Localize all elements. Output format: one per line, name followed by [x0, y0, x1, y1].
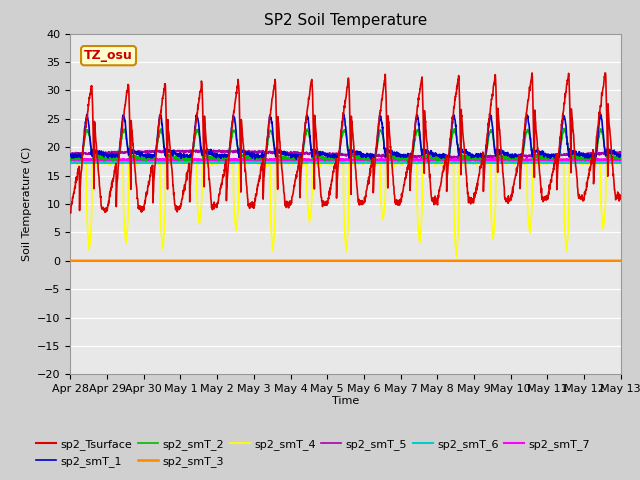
Legend: sp2_Tsurface, sp2_smT_1, sp2_smT_2, sp2_smT_3, sp2_smT_4, sp2_smT_5, sp2_smT_6, : sp2_Tsurface, sp2_smT_1, sp2_smT_2, sp2_… [32, 435, 595, 471]
X-axis label: Time: Time [332, 396, 359, 406]
Text: TZ_osu: TZ_osu [84, 49, 133, 62]
Y-axis label: Soil Temperature (C): Soil Temperature (C) [22, 147, 31, 261]
Title: SP2 Soil Temperature: SP2 Soil Temperature [264, 13, 428, 28]
